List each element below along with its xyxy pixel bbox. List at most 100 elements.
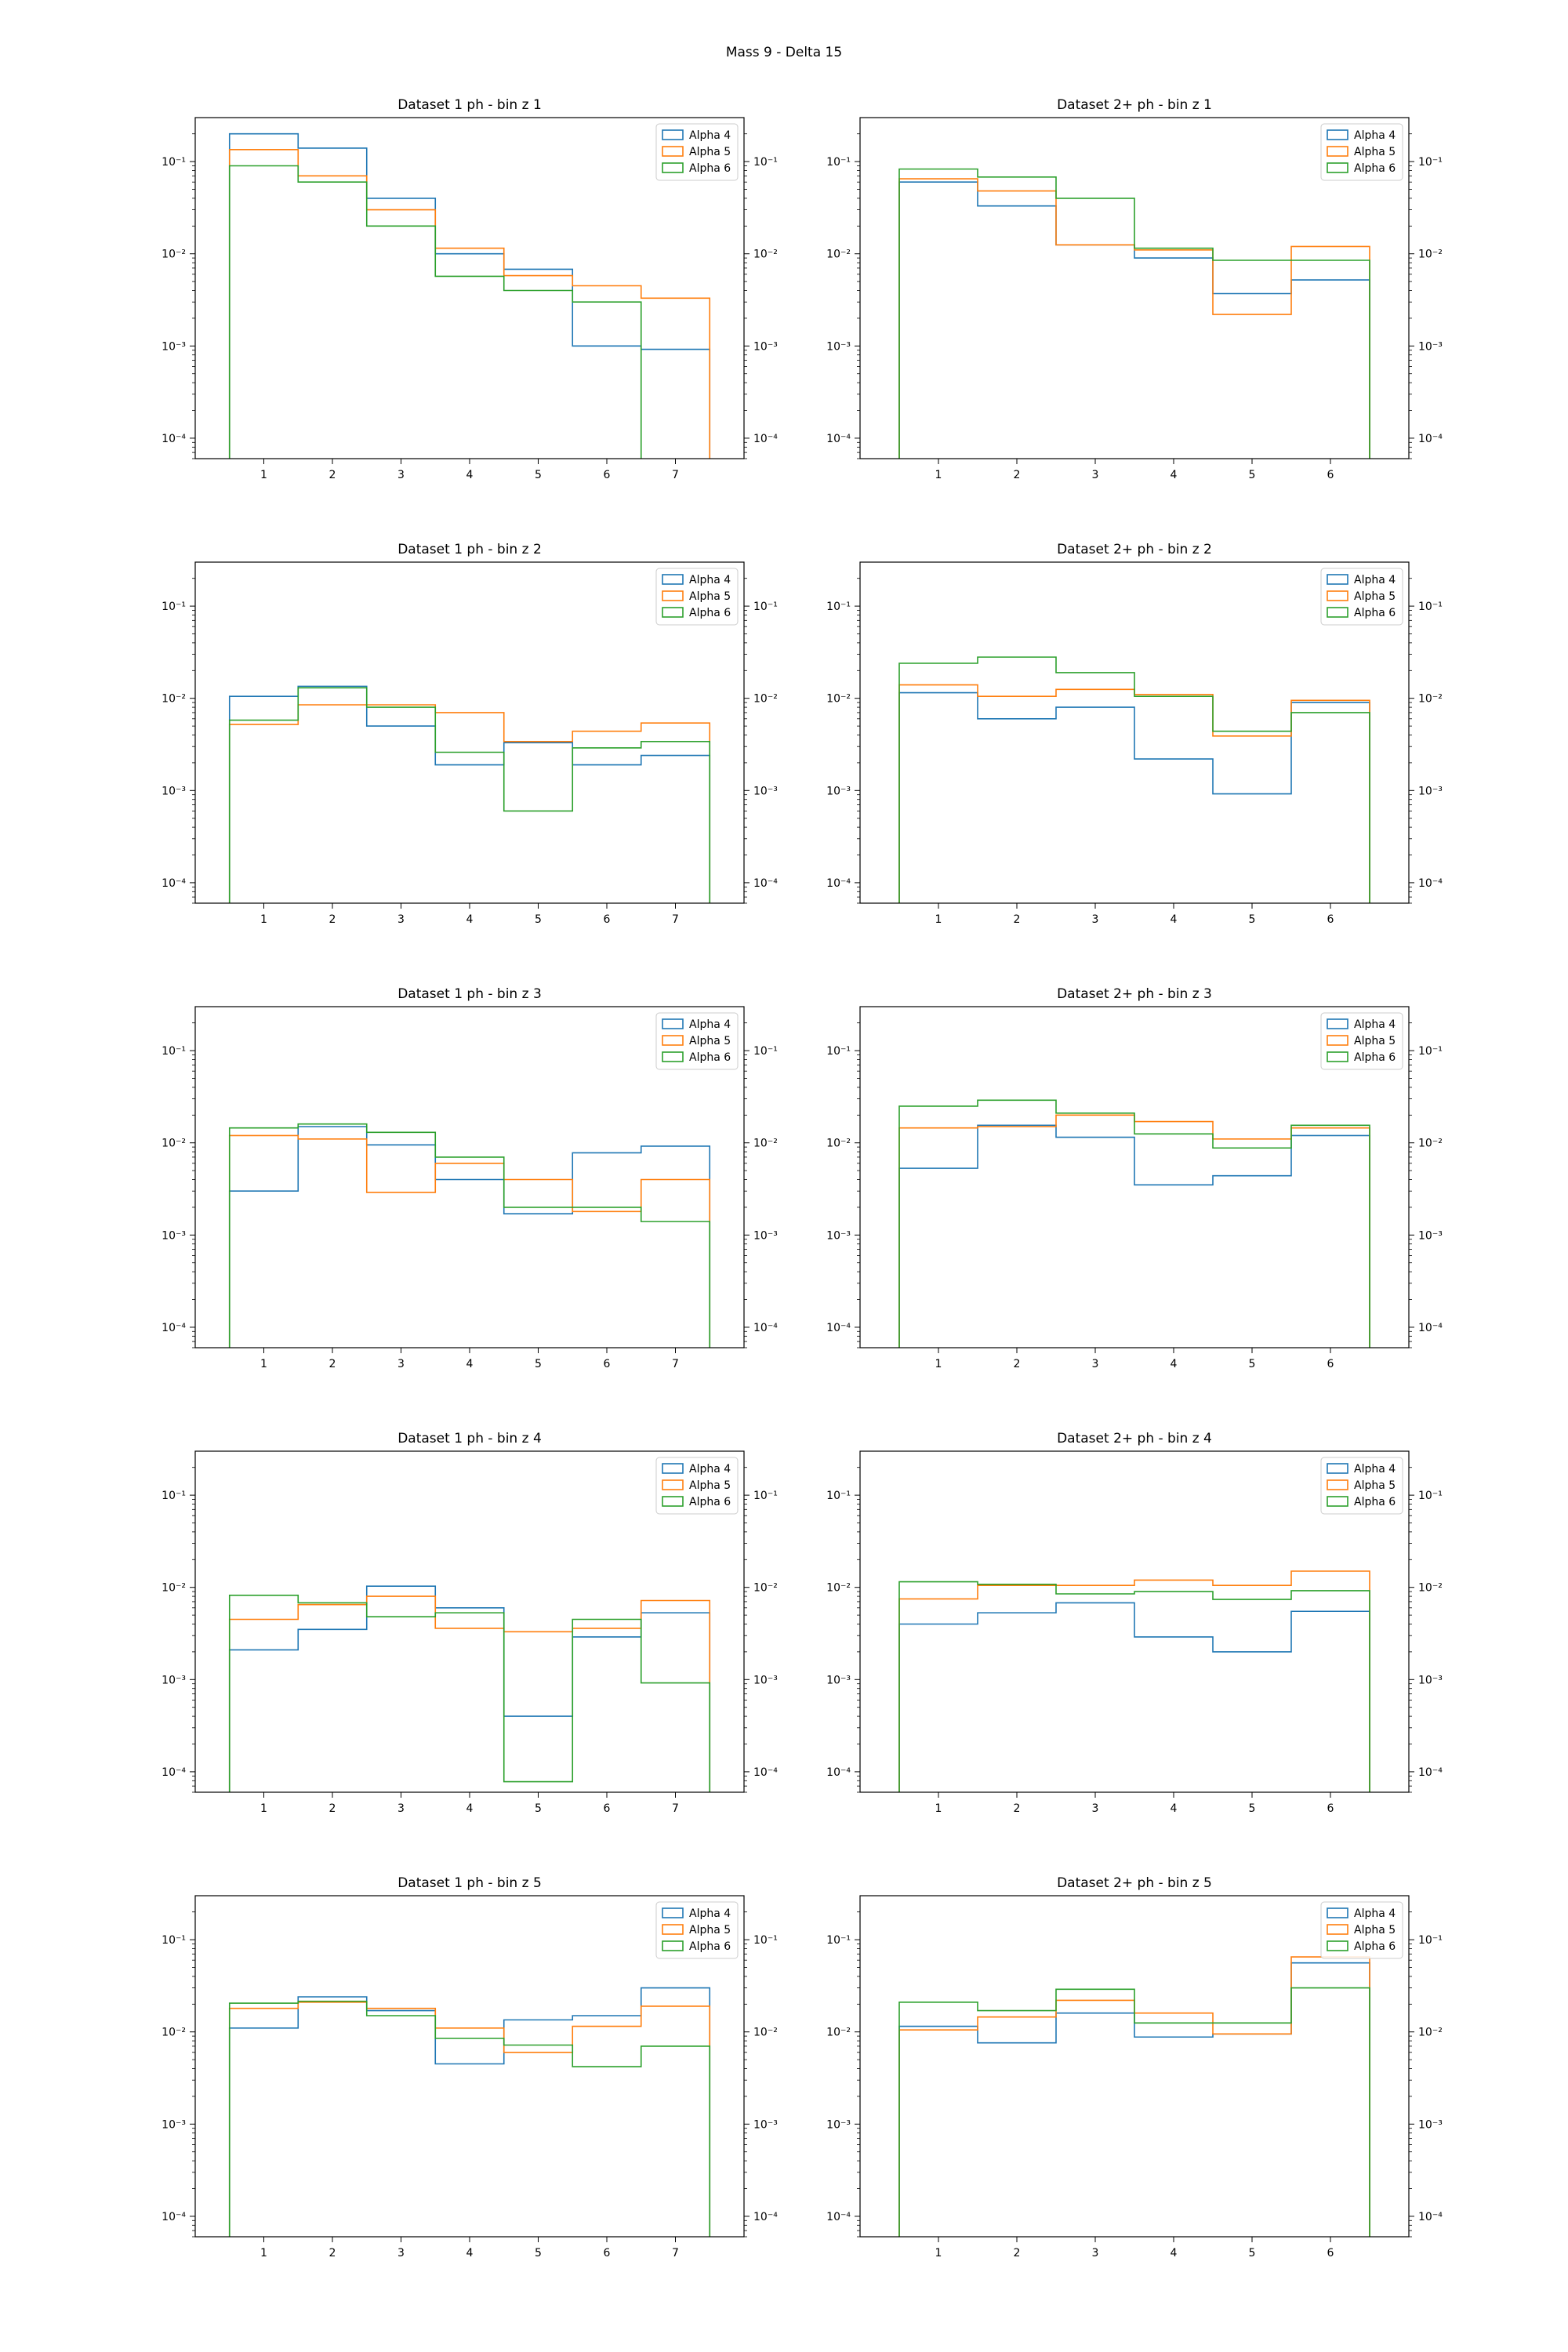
legend-swatch: [1327, 129, 1348, 140]
legend-box: [655, 1901, 739, 1959]
x-tick-label: 3: [1092, 1802, 1099, 1815]
x-tick-label: 5: [535, 469, 542, 481]
y-tick-label: 10⁻³: [162, 785, 186, 797]
subplot-10: Dataset 2+ ph - bin z 5 1 2 3 4 5 6 10⁻⁴ 10⁻⁴ 10⁻…: [826, 1875, 1443, 2259]
legend-swatch: [1327, 574, 1348, 585]
series-group: [898, 1099, 1370, 1348]
y-tick-label: 10⁻⁴: [162, 2211, 186, 2223]
y-tick-label-right: 10⁻²: [1418, 249, 1443, 261]
x-tick-label: 4: [1171, 913, 1178, 926]
series-group: [228, 1123, 711, 1348]
series-line-alpha-6: [898, 1581, 1370, 1792]
y-tick-label: 10⁻¹: [826, 1045, 851, 1058]
y-tick-label: 10⁻³: [162, 340, 186, 353]
x-tick-label: 1: [260, 1802, 267, 1815]
legend-swatch: [1327, 1463, 1348, 1474]
x-tick-label: 4: [1171, 469, 1178, 481]
subplot-title: Dataset 1 ph - bin z 4: [397, 1431, 542, 1446]
subplot-title: Dataset 1 ph - bin z 3: [397, 986, 542, 1002]
legend-label: Alpha 5: [1354, 1924, 1396, 1936]
legend-label: Alpha 4: [1354, 1018, 1396, 1031]
y-tick-label: 10⁻³: [826, 340, 851, 353]
legend-swatch: [662, 146, 684, 157]
legend: Alpha 4 Alpha 5 Alpha 6: [1320, 1012, 1403, 1070]
x-tick-label: 4: [466, 469, 474, 481]
y-tick-label: 10⁻¹: [826, 156, 851, 169]
y-tick-label: 10⁻²: [826, 2027, 851, 2039]
legend-label: Alpha 5: [1354, 1479, 1396, 1492]
y-tick-label-right: 10⁻²: [753, 2027, 778, 2039]
x-tick-label: 2: [329, 469, 336, 481]
legend-label: Alpha 4: [689, 1907, 731, 1920]
y-tick-label-right: 10⁻³: [1418, 785, 1443, 797]
y-tick-label-right: 10⁻³: [1418, 1674, 1443, 1686]
x-tick-label: 4: [466, 1802, 474, 1815]
y-tick-label-right: 10⁻¹: [1418, 156, 1443, 169]
y-tick-label-right: 10⁻³: [753, 1229, 778, 1242]
x-tick-label: 4: [466, 1358, 474, 1370]
x-tick-label: 6: [604, 1802, 611, 1815]
legend: Alpha 4 Alpha 5 Alpha 6: [1320, 123, 1403, 181]
legend-label: Alpha 5: [689, 1479, 731, 1492]
x-tick-label: 6: [1327, 1802, 1334, 1815]
x-tick-label: 2: [1014, 913, 1021, 926]
x-tick-label: 2: [1014, 1358, 1021, 1370]
x-tick-label: 6: [604, 469, 611, 481]
x-tick-label: 1: [935, 1358, 942, 1370]
y-tick-label-right: 10⁻²: [753, 1582, 778, 1595]
legend-label: Alpha 6: [1354, 607, 1396, 619]
legend-label: Alpha 5: [1354, 590, 1396, 603]
legend-swatch: [662, 1018, 684, 1029]
legend-label: Alpha 5: [689, 1924, 731, 1936]
subplot-title: Dataset 2+ ph - bin z 4: [1057, 1431, 1212, 1446]
x-tick-label: 1: [260, 2247, 267, 2259]
y-tick-label-right: 10⁻¹: [753, 1490, 778, 1502]
x-tick-label: 2: [329, 1802, 336, 1815]
legend-swatch: [1327, 590, 1348, 601]
subplot-title: Dataset 1 ph - bin z 1: [397, 97, 542, 113]
series-line-alpha-5: [228, 148, 711, 459]
y-tick-label-right: 10⁻²: [1418, 693, 1443, 706]
series-group: [228, 1987, 711, 2237]
y-tick-label: 10⁻¹: [162, 601, 186, 613]
y-tick-label: 10⁻¹: [162, 1045, 186, 1058]
legend-swatch: [1327, 1924, 1348, 1935]
y-tick-label: 10⁻³: [162, 2118, 186, 2131]
x-tick-label: 4: [1171, 1358, 1178, 1370]
legend-label: Alpha 4: [1354, 574, 1396, 586]
x-tick-label: 3: [397, 1802, 405, 1815]
y-tick-label-right: 10⁻³: [753, 785, 778, 797]
series-line-alpha-4: [228, 1126, 711, 1348]
legend-label: Alpha 6: [1354, 1496, 1396, 1508]
x-tick-label: 5: [1249, 2247, 1256, 2259]
subplot-7: Dataset 1 ph - bin z 4 1 2 3 4 5 6 7 10⁻⁴ 10⁻⁴ 10⁻…: [162, 1431, 778, 1815]
y-tick-label-right: 10⁻⁴: [753, 1766, 778, 1779]
series-line-alpha-5: [228, 704, 711, 903]
subplot-2: Dataset 2+ ph - bin z 1 1 2 3 4 5 6 10⁻⁴ 10⁻⁴ 10⁻…: [826, 97, 1443, 481]
y-tick-label-right: 10⁻²: [1418, 2027, 1443, 2039]
subplot-title: Dataset 2+ ph - bin z 1: [1057, 97, 1212, 113]
x-tick-label: 3: [397, 1358, 405, 1370]
legend: Alpha 4 Alpha 5 Alpha 6: [655, 1457, 739, 1515]
legend-box: [655, 1457, 739, 1515]
x-tick-label: 7: [672, 1802, 679, 1815]
figure-title: Mass 9 - Delta 15: [726, 45, 842, 60]
series-group: [898, 1956, 1370, 2237]
y-tick-label-right: 10⁻¹: [1418, 1045, 1443, 1058]
legend-label: Alpha 5: [689, 590, 731, 603]
y-tick-label-right: 10⁻⁴: [1418, 2211, 1443, 2223]
x-tick-label: 2: [329, 913, 336, 926]
series-line-alpha-6: [228, 165, 642, 459]
legend: Alpha 4 Alpha 5 Alpha 6: [655, 568, 739, 626]
legend-swatch: [1327, 1051, 1348, 1062]
legend-label: Alpha 6: [689, 162, 731, 175]
y-tick-label: 10⁻²: [162, 249, 186, 261]
series-line-alpha-6: [228, 1123, 711, 1348]
y-tick-label: 10⁻²: [826, 1138, 851, 1150]
legend-swatch: [662, 590, 684, 601]
series-line-alpha-6: [898, 1987, 1370, 2237]
y-tick-label: 10⁻⁴: [162, 1766, 186, 1779]
legend-swatch: [1327, 1035, 1348, 1046]
x-tick-label: 1: [935, 2247, 942, 2259]
